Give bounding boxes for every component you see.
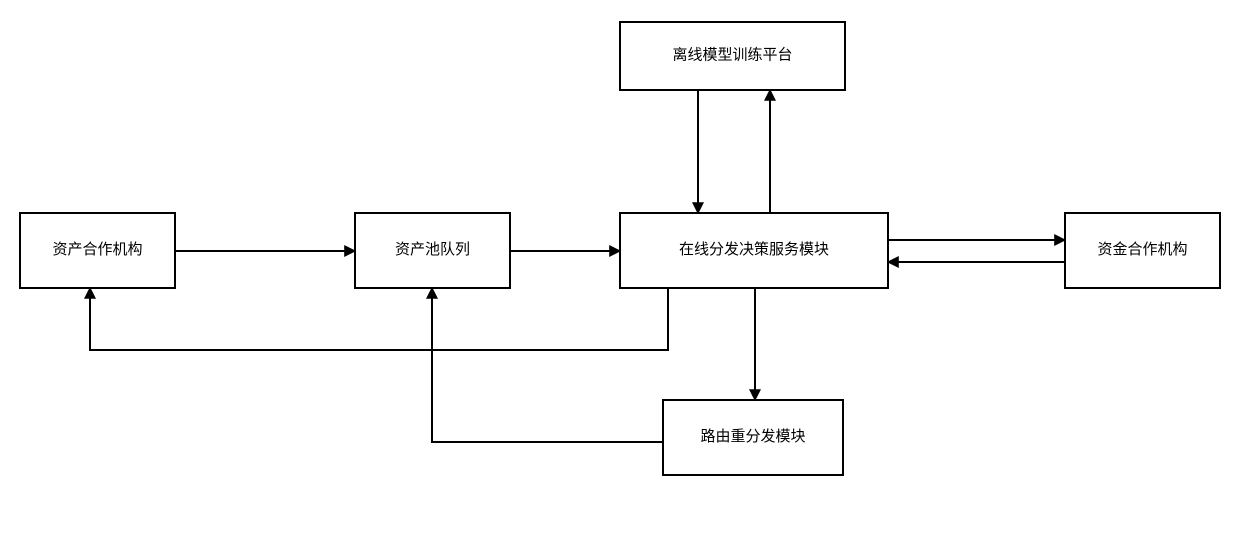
node-n3: 离线模型训练平台 [620,22,845,90]
node-n4: 在线分发决策服务模块 [620,213,888,288]
node-n6: 路由重分发模块 [663,400,843,475]
edges-layer [90,90,1065,442]
node-n1: 资产合作机构 [20,213,175,288]
node-label-n3: 离线模型训练平台 [672,46,792,63]
node-label-n4: 在线分发决策服务模块 [679,241,829,258]
node-label-n1: 资产合作机构 [52,241,142,258]
node-label-n6: 路由重分发模块 [700,428,805,445]
edge-e8 [90,288,668,350]
node-label-n5: 资金合作机构 [1097,241,1187,258]
edge-e9 [432,288,663,442]
node-n2: 资产池队列 [355,213,510,288]
nodes-layer: 资产合作机构 资产池队列 离线模型训练平台在线分发决策服务模块 资金合作机构路由重分发… [20,22,1220,475]
node-label-n2: 资产池队列 [395,241,470,258]
node-n5: 资金合作机构 [1065,213,1220,288]
